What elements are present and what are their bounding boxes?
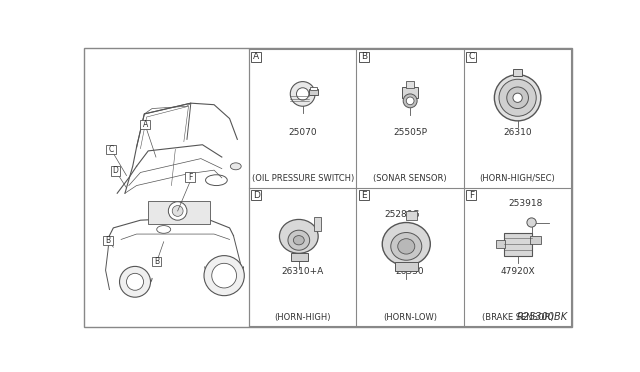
Text: 25280G: 25280G xyxy=(385,210,420,219)
Text: C: C xyxy=(468,52,474,61)
Text: B: B xyxy=(106,236,111,245)
Bar xyxy=(152,257,161,266)
Bar xyxy=(148,201,210,224)
Text: 26330: 26330 xyxy=(396,266,424,276)
Bar xyxy=(406,211,417,220)
Bar xyxy=(466,190,476,200)
Text: (OIL PRESSURE SWITCH): (OIL PRESSURE SWITCH) xyxy=(252,174,354,183)
Ellipse shape xyxy=(391,232,422,260)
Text: 25070: 25070 xyxy=(289,128,317,137)
Circle shape xyxy=(527,218,536,227)
Bar xyxy=(186,173,195,182)
Bar xyxy=(310,87,317,90)
Circle shape xyxy=(172,206,183,217)
Circle shape xyxy=(120,266,150,297)
Ellipse shape xyxy=(397,239,415,254)
Bar xyxy=(252,190,261,200)
Ellipse shape xyxy=(382,222,430,266)
Circle shape xyxy=(168,202,187,220)
Circle shape xyxy=(499,79,536,116)
Ellipse shape xyxy=(288,230,310,250)
Text: (HORN-LOW): (HORN-LOW) xyxy=(383,313,437,322)
Text: 47920X: 47920X xyxy=(500,266,535,276)
Text: 26310: 26310 xyxy=(503,128,532,137)
Text: 253918: 253918 xyxy=(508,199,543,208)
Text: D: D xyxy=(253,191,260,200)
Text: 25505P: 25505P xyxy=(393,128,427,137)
Bar xyxy=(359,52,369,62)
Bar xyxy=(140,120,150,129)
Text: R25300BK: R25300BK xyxy=(517,312,568,322)
Bar xyxy=(106,145,116,154)
Bar xyxy=(111,166,120,176)
Bar xyxy=(103,235,113,245)
Bar xyxy=(513,68,522,76)
Text: (HORN-HIGH): (HORN-HIGH) xyxy=(275,313,331,322)
Bar xyxy=(406,81,414,88)
Circle shape xyxy=(291,81,315,106)
Circle shape xyxy=(507,87,529,109)
Bar xyxy=(466,52,476,62)
Bar xyxy=(252,52,261,62)
Text: (HORN-HIGH/SEC): (HORN-HIGH/SEC) xyxy=(480,174,556,183)
Text: A: A xyxy=(253,52,259,61)
Circle shape xyxy=(127,273,143,290)
Circle shape xyxy=(204,256,244,296)
Bar xyxy=(403,87,418,98)
Bar xyxy=(395,262,418,271)
Circle shape xyxy=(494,75,541,121)
Bar xyxy=(496,240,505,248)
Ellipse shape xyxy=(157,225,171,233)
Circle shape xyxy=(296,88,309,100)
Ellipse shape xyxy=(293,235,304,245)
Text: (BRAKE SENSOR): (BRAKE SENSOR) xyxy=(482,313,554,322)
Circle shape xyxy=(406,97,414,105)
Text: F: F xyxy=(188,173,192,182)
Bar xyxy=(309,89,318,95)
Text: E: E xyxy=(361,191,367,200)
Bar xyxy=(504,232,532,256)
Ellipse shape xyxy=(205,175,227,186)
Text: F: F xyxy=(468,191,474,200)
Text: B: B xyxy=(361,52,367,61)
Ellipse shape xyxy=(280,219,318,253)
Bar xyxy=(314,217,321,231)
Text: 26310+A: 26310+A xyxy=(282,266,324,276)
Text: B: B xyxy=(154,257,159,266)
Bar xyxy=(291,253,308,261)
Bar xyxy=(359,190,369,200)
Bar xyxy=(530,236,541,244)
Circle shape xyxy=(513,93,522,102)
Text: (SONAR SENSOR): (SONAR SENSOR) xyxy=(373,174,447,183)
Text: D: D xyxy=(113,166,118,176)
Text: C: C xyxy=(108,145,114,154)
Circle shape xyxy=(212,263,237,288)
Circle shape xyxy=(403,94,417,108)
Text: A: A xyxy=(143,120,148,129)
Ellipse shape xyxy=(230,163,241,170)
